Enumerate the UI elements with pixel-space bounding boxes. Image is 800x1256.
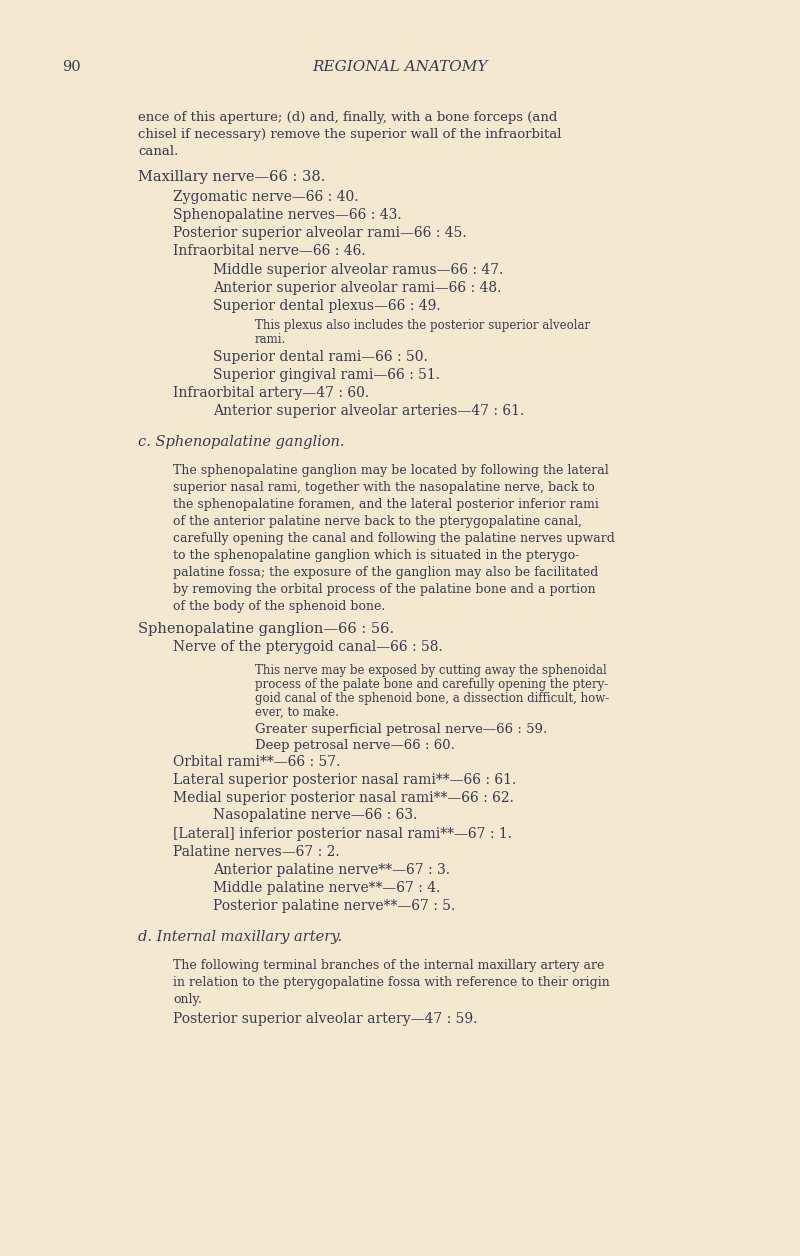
Text: of the anterior palatine nerve back to the pterygopalatine canal,: of the anterior palatine nerve back to t… — [173, 515, 582, 528]
Text: This nerve may be exposed by cutting away the sphenoidal: This nerve may be exposed by cutting awa… — [255, 664, 606, 677]
Text: Palatine nerves—67 : 2.: Palatine nerves—67 : 2. — [173, 845, 340, 859]
Text: Sphenopalatine ganglion—66 : 56.: Sphenopalatine ganglion—66 : 56. — [138, 622, 394, 636]
Text: rami.: rami. — [255, 333, 286, 345]
Text: REGIONAL ANATOMY: REGIONAL ANATOMY — [312, 60, 488, 74]
Text: Greater superficial petrosal nerve—66 : 59.: Greater superficial petrosal nerve—66 : … — [255, 723, 547, 736]
Text: Sphenopalatine nerves—66 : 43.: Sphenopalatine nerves—66 : 43. — [173, 208, 402, 222]
Text: of the body of the sphenoid bone.: of the body of the sphenoid bone. — [173, 600, 386, 613]
Text: Middle superior alveolar ramus—66 : 47.: Middle superior alveolar ramus—66 : 47. — [213, 263, 503, 278]
Text: canal.: canal. — [138, 144, 178, 158]
Text: chisel if necessary) remove the superior wall of the infraorbital: chisel if necessary) remove the superior… — [138, 128, 562, 141]
Text: Posterior superior alveolar rami—66 : 45.: Posterior superior alveolar rami—66 : 45… — [173, 226, 466, 240]
Text: Maxillary nerve—66 : 38.: Maxillary nerve—66 : 38. — [138, 170, 326, 183]
Text: palatine fossa; the exposure of the ganglion may also be facilitated: palatine fossa; the exposure of the gang… — [173, 566, 598, 579]
Text: Posterior palatine nerve**—67 : 5.: Posterior palatine nerve**—67 : 5. — [213, 899, 455, 913]
Text: the sphenopalatine foramen, and the lateral posterior inferior rami: the sphenopalatine foramen, and the late… — [173, 497, 599, 511]
Text: ence of this aperture; (d) and, finally, with a bone forceps (and: ence of this aperture; (d) and, finally,… — [138, 111, 558, 124]
Text: Orbital rami**—66 : 57.: Orbital rami**—66 : 57. — [173, 755, 340, 769]
Text: Medial superior posterior nasal rami**—66 : 62.: Medial superior posterior nasal rami**—6… — [173, 791, 514, 805]
Text: Nerve of the pterygoid canal—66 : 58.: Nerve of the pterygoid canal—66 : 58. — [173, 641, 442, 654]
Text: Anterior palatine nerve**—67 : 3.: Anterior palatine nerve**—67 : 3. — [213, 863, 450, 877]
Text: d. Internal maxillary artery.: d. Internal maxillary artery. — [138, 929, 342, 945]
Text: Anterior superior alveolar arteries—47 : 61.: Anterior superior alveolar arteries—47 :… — [213, 404, 524, 418]
Text: This plexus also includes the posterior superior alveolar: This plexus also includes the posterior … — [255, 319, 590, 332]
Text: to the sphenopalatine ganglion which is situated in the pterygo-: to the sphenopalatine ganglion which is … — [173, 549, 579, 561]
Text: Deep petrosal nerve—66 : 60.: Deep petrosal nerve—66 : 60. — [255, 739, 455, 752]
Text: The sphenopalatine ganglion may be located by following the lateral: The sphenopalatine ganglion may be locat… — [173, 463, 609, 477]
Text: [Lateral] inferior posterior nasal rami**—67 : 1.: [Lateral] inferior posterior nasal rami*… — [173, 826, 512, 842]
Text: by removing the orbital process of the palatine bone and a portion: by removing the orbital process of the p… — [173, 583, 596, 597]
Text: goid canal of the sphenoid bone, a dissection difficult, how-: goid canal of the sphenoid bone, a disse… — [255, 692, 610, 705]
Text: process of the palate bone and carefully opening the ptery-: process of the palate bone and carefully… — [255, 678, 608, 691]
Text: Superior dental rami—66 : 50.: Superior dental rami—66 : 50. — [213, 350, 428, 364]
Text: Nasopalatine nerve—66 : 63.: Nasopalatine nerve—66 : 63. — [213, 808, 418, 821]
Text: Infraorbital nerve—66 : 46.: Infraorbital nerve—66 : 46. — [173, 244, 366, 257]
Text: Anterior superior alveolar rami—66 : 48.: Anterior superior alveolar rami—66 : 48. — [213, 281, 502, 295]
Text: Middle palatine nerve**—67 : 4.: Middle palatine nerve**—67 : 4. — [213, 880, 440, 896]
Text: ever, to make.: ever, to make. — [255, 706, 339, 718]
Text: superior nasal rami, together with the nasopalatine nerve, back to: superior nasal rami, together with the n… — [173, 481, 594, 494]
Text: Lateral superior posterior nasal rami**—66 : 61.: Lateral superior posterior nasal rami**—… — [173, 772, 516, 788]
Text: Superior dental plexus—66 : 49.: Superior dental plexus—66 : 49. — [213, 299, 441, 313]
Text: Superior gingival rami—66 : 51.: Superior gingival rami—66 : 51. — [213, 368, 440, 382]
Text: Zygomatic nerve—66 : 40.: Zygomatic nerve—66 : 40. — [173, 190, 358, 203]
Text: in relation to the pterygopalatine fossa with reference to their origin: in relation to the pterygopalatine fossa… — [173, 976, 610, 988]
Text: only.: only. — [173, 993, 202, 1006]
Text: 90: 90 — [62, 60, 81, 74]
Text: Infraorbital artery—47 : 60.: Infraorbital artery—47 : 60. — [173, 386, 369, 399]
Text: Posterior superior alveolar artery—47 : 59.: Posterior superior alveolar artery—47 : … — [173, 1012, 478, 1026]
Text: c. Sphenopalatine ganglion.: c. Sphenopalatine ganglion. — [138, 435, 345, 448]
Text: The following terminal branches of the internal maxillary artery are: The following terminal branches of the i… — [173, 960, 604, 972]
Text: carefully opening the canal and following the palatine nerves upward: carefully opening the canal and followin… — [173, 533, 615, 545]
